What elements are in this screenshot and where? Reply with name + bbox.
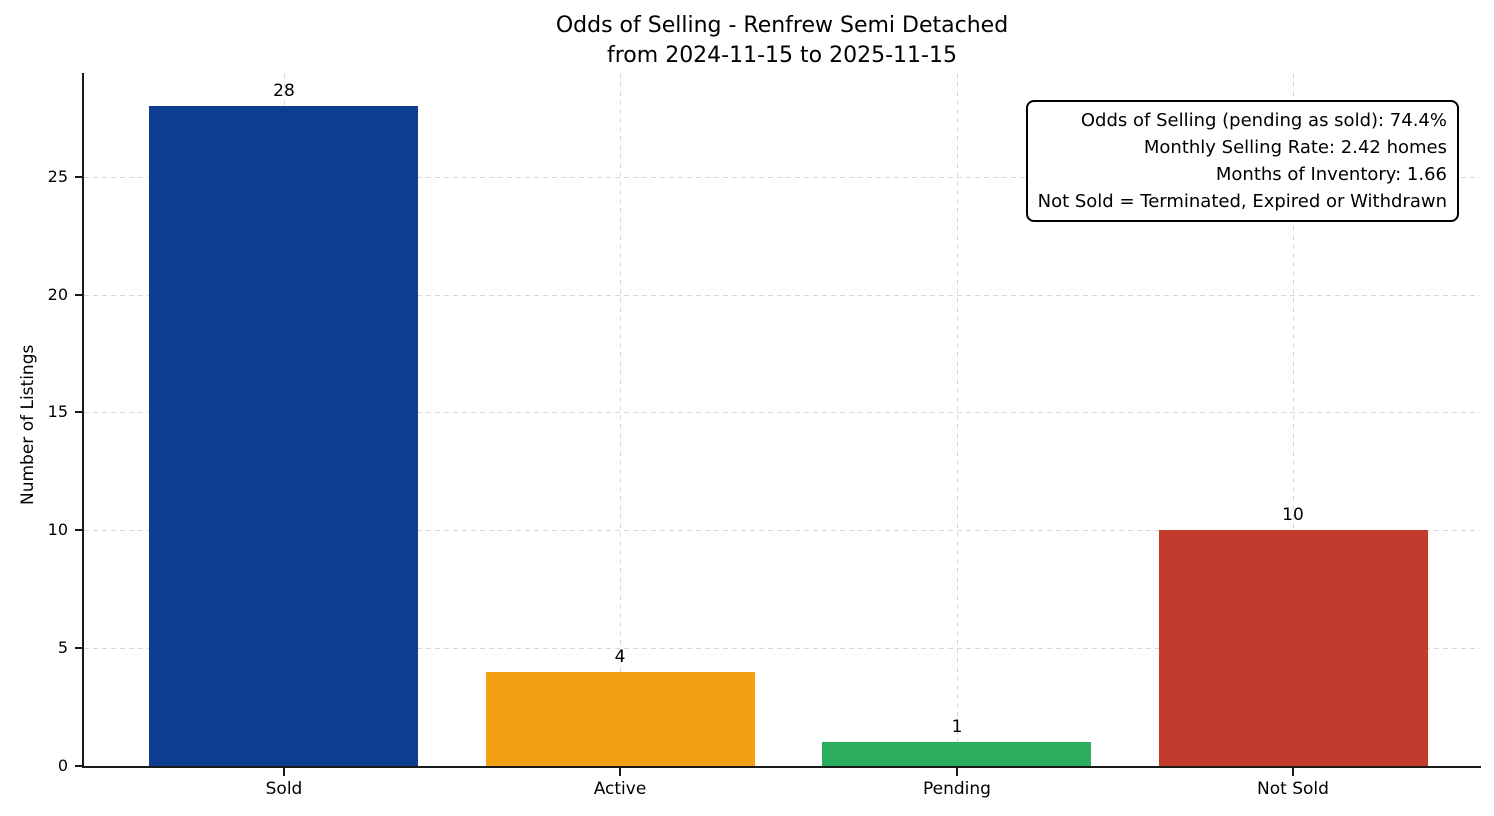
bar-active [486, 672, 755, 766]
y-tick-label: 0 [57, 756, 68, 775]
gridline-horizontal [84, 530, 1480, 532]
annotation-months-of-inventory: Months of Inventory: 1.66 [1215, 164, 1447, 185]
chart-title-line1: Odds of Selling - Renfrew Semi Detached [555, 13, 1009, 38]
x-tick-label: Active [593, 779, 647, 799]
bar-pending [822, 742, 1091, 766]
gridline-horizontal [84, 176, 1480, 178]
x-tick-mark [283, 768, 285, 776]
x-tick-mark [956, 768, 958, 776]
x-tick-label: Sold [265, 779, 303, 799]
stats-annotation-box: Odds of Selling (pending as sold): 74.4%… [1025, 100, 1459, 222]
annotation-monthly-selling-rate: Monthly Selling Rate: 2.42 homes [1143, 137, 1447, 158]
annotation-odds-of-selling: Odds of Selling (pending as sold): 74.4% [1080, 110, 1447, 131]
x-axis-spine [82, 766, 1481, 768]
gridline-horizontal [84, 412, 1480, 414]
y-tick-label: 20 [47, 284, 68, 304]
y-tick-label: 15 [47, 402, 68, 422]
y-axis-label: Number of Listings [18, 344, 38, 505]
bar-value-label: 10 [1282, 505, 1304, 525]
chart-title: Odds of Selling - Renfrew Semi Detached … [84, 11, 1480, 71]
y-tick-label: 5 [57, 638, 68, 658]
y-tick-mark [75, 765, 83, 767]
bar-value-label: 1 [951, 717, 963, 737]
y-tick-mark [75, 175, 83, 178]
gridline-vertical [1293, 73, 1294, 766]
y-tick-mark [75, 529, 83, 532]
bar-not-sold [1159, 530, 1428, 766]
gridline-horizontal [84, 294, 1480, 296]
y-axis-spine [82, 73, 84, 768]
bar-sold [149, 106, 418, 766]
x-tick-mark [619, 768, 621, 776]
gridline-vertical [957, 73, 958, 766]
x-tick-label: Pending [923, 779, 991, 799]
annotation-not-sold-definition: Not Sold = Terminated, Expired or Withdr… [1037, 191, 1447, 212]
y-tick-mark [75, 647, 83, 650]
bar-value-label: 28 [273, 81, 295, 101]
y-tick-mark [75, 411, 83, 414]
x-tick-mark [1292, 768, 1294, 776]
y-tick-mark [75, 293, 83, 296]
x-tick-label: Not Sold [1257, 779, 1329, 799]
y-tick-label: 25 [47, 166, 68, 186]
y-tick-label: 10 [47, 520, 68, 540]
chart-title-line2: from 2024-11-15 to 2025-11-15 [607, 43, 957, 68]
bar-value-label: 4 [614, 647, 626, 667]
gridline-horizontal [84, 648, 1480, 650]
gridline-vertical [620, 73, 621, 766]
